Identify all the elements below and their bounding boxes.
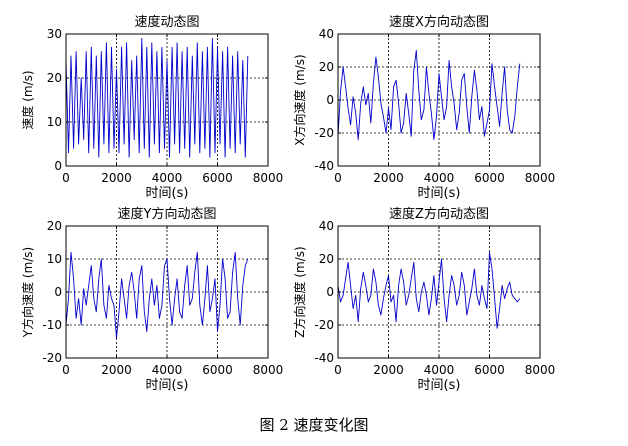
y-tick-label: 10 [47, 252, 62, 266]
x-tick-label: 4000 [424, 171, 455, 185]
x-tick-label: 6000 [202, 363, 233, 377]
x-tick-label: 0 [62, 363, 70, 377]
y-tick-label: 0 [54, 285, 62, 299]
y-tick-label: -20 [42, 351, 62, 365]
y-tick-label: 0 [54, 159, 62, 173]
y-tick-label: -20 [314, 318, 334, 332]
y-tick-label: 10 [47, 115, 62, 129]
x-axis-label: 时间(s) [418, 378, 461, 393]
x-tick-label: 6000 [474, 171, 505, 185]
chart-title: 速度Z方向动态图 [389, 206, 489, 222]
series-line-1 [337, 50, 521, 141]
chart-panel-2: 0 2000 4000 6000 8000 -40 -20 0 20 40 速度X方向动态图时间(s… [292, 14, 555, 201]
x-axis-label: 时间(s) [418, 186, 461, 201]
chart-panel-4: 0 2000 4000 6000 8000 -40 -20 0 20 40 速度Z方向动态图时间(s… [292, 206, 555, 393]
x-tick-label: 8000 [525, 171, 556, 185]
x-tick-label: 4000 [152, 171, 183, 185]
y-tick-label: 40 [319, 219, 334, 233]
y-tick-label: -20 [314, 126, 334, 140]
y-tick-label: 20 [47, 219, 62, 233]
x-tick-label: 8000 [525, 363, 556, 377]
x-tick-label: 2000 [373, 171, 404, 185]
figure-caption: 图 2 速度变化图 [259, 416, 369, 434]
y-tick-label: 30 [47, 27, 62, 41]
y-tick-label: 0 [326, 93, 334, 107]
x-tick-label: 2000 [373, 363, 404, 377]
y-tick-label: -10 [42, 318, 62, 332]
y-tick-label: 20 [319, 60, 334, 74]
x-axis-label: 时间(s) [146, 186, 189, 201]
x-tick-label: 8000 [253, 363, 284, 377]
x-tick-label: 0 [62, 171, 70, 185]
x-tick-label: 8000 [253, 171, 284, 185]
x-tick-label: 0 [334, 363, 342, 377]
chart-panel-3: 0 2000 4000 6000 8000 -20 -10 0 10 20 速度Y方向动态图时间(s… [20, 206, 283, 393]
y-tick-label: 0 [326, 285, 334, 299]
x-tick-label: 6000 [474, 363, 505, 377]
series-line-1 [65, 251, 249, 339]
y-axis-label: Y方向速度 (m/s) [20, 247, 35, 339]
series-line-1 [65, 37, 249, 158]
y-tick-label: 20 [47, 71, 62, 85]
x-axis-label: 时间(s) [146, 378, 189, 393]
y-axis-label: 速度 (m/s) [20, 70, 35, 129]
x-tick-label: 4000 [424, 363, 455, 377]
y-axis-label: X方向速度 (m/s) [292, 54, 307, 145]
x-tick-label: 2000 [101, 363, 132, 377]
y-tick-label: 20 [319, 252, 334, 266]
y-tick-label: -40 [314, 159, 334, 173]
x-tick-label: 2000 [101, 171, 132, 185]
series-line-1 [337, 251, 521, 329]
y-tick-label: 40 [319, 27, 334, 41]
y-tick-label: -40 [314, 351, 334, 365]
x-tick-label: 0 [334, 171, 342, 185]
chart-title: 速度X方向动态图 [389, 14, 489, 30]
x-tick-label: 6000 [202, 171, 233, 185]
x-tick-label: 4000 [152, 363, 183, 377]
y-axis-label: Z方向速度 (m/s) [292, 246, 307, 337]
chart-title: 速度动态图 [134, 14, 199, 30]
chart-title: 速度Y方向动态图 [118, 206, 217, 222]
